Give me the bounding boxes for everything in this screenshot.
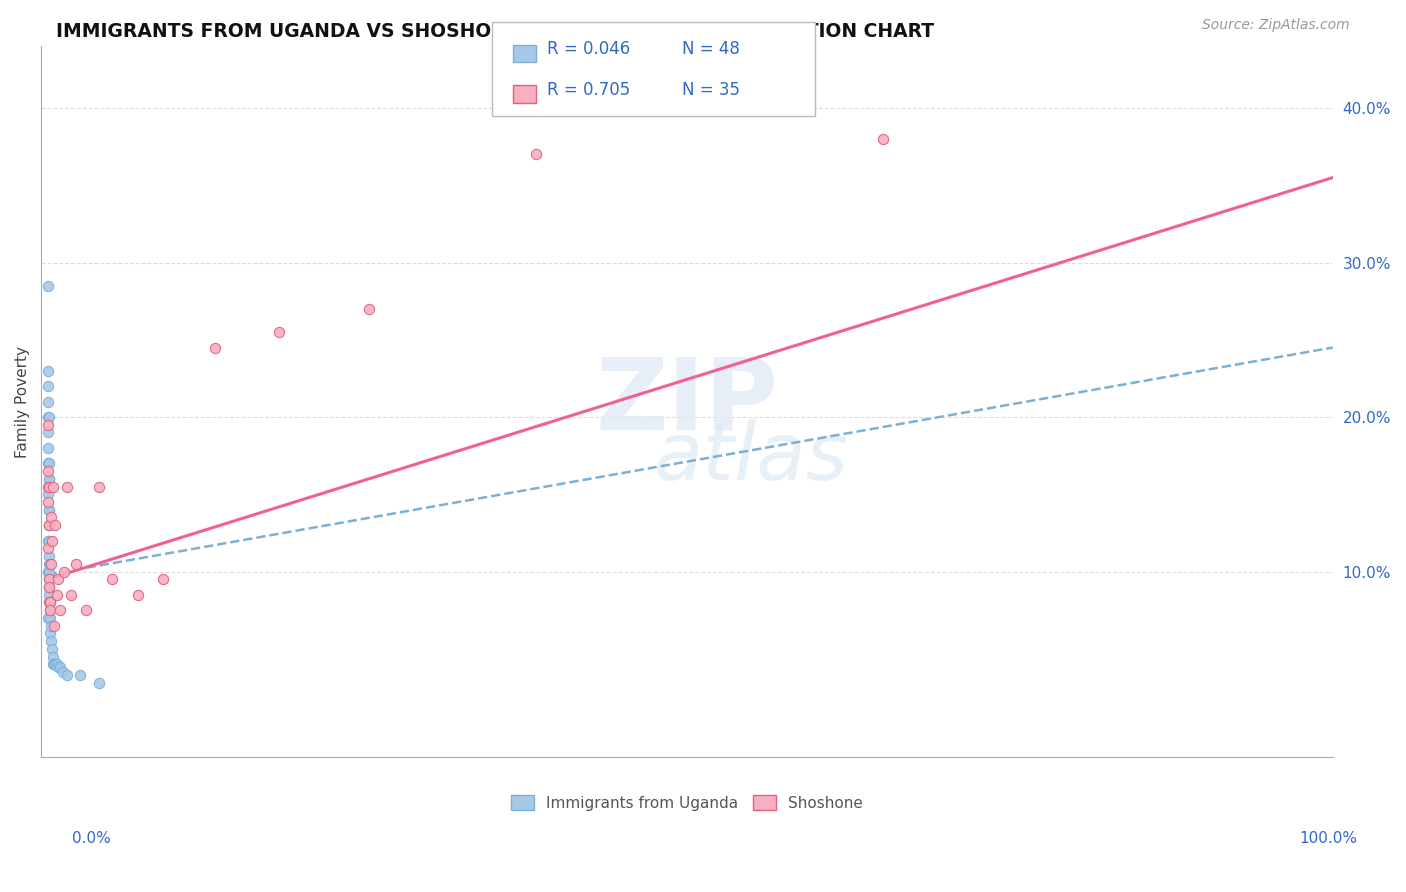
Text: R = 0.046: R = 0.046	[547, 39, 630, 57]
Text: R = 0.705: R = 0.705	[547, 81, 630, 99]
Point	[56, 479, 79, 493]
Point	[39, 557, 62, 571]
Point	[38, 588, 60, 602]
Text: 0.0%: 0.0%	[72, 831, 111, 846]
Point	[37, 495, 59, 509]
Point	[38, 518, 60, 533]
Point	[204, 341, 226, 355]
Point	[524, 147, 547, 161]
Point	[87, 479, 110, 493]
Point	[46, 572, 69, 586]
Legend: Immigrants from Uganda, Shoshone: Immigrants from Uganda, Shoshone	[505, 789, 869, 817]
Point	[45, 657, 67, 672]
Text: ZIP: ZIP	[596, 353, 779, 450]
Point	[49, 603, 72, 617]
Point	[37, 278, 59, 293]
Point	[38, 580, 60, 594]
Point	[38, 572, 60, 586]
Point	[65, 557, 87, 571]
Point	[37, 565, 59, 579]
Point	[37, 611, 59, 625]
Point	[101, 572, 124, 586]
Point	[38, 479, 60, 493]
Text: N = 48: N = 48	[682, 39, 740, 57]
Point	[37, 394, 59, 409]
Point	[38, 518, 60, 533]
Point	[37, 441, 59, 455]
Point	[38, 580, 60, 594]
Point	[38, 565, 60, 579]
Point	[38, 580, 60, 594]
Text: IMMIGRANTS FROM UGANDA VS SHOSHONE FAMILY POVERTY CORRELATION CHART: IMMIGRANTS FROM UGANDA VS SHOSHONE FAMIL…	[56, 22, 935, 41]
Point	[37, 456, 59, 470]
Point	[41, 510, 63, 524]
Point	[37, 533, 59, 548]
Text: 100.0%: 100.0%	[1299, 831, 1358, 846]
Point	[39, 595, 62, 609]
Point	[38, 533, 60, 548]
Text: N = 35: N = 35	[682, 81, 740, 99]
Point	[42, 657, 65, 672]
Point	[38, 595, 60, 609]
Point	[267, 325, 290, 339]
Point	[49, 660, 72, 674]
Y-axis label: Family Poverty: Family Poverty	[15, 345, 30, 458]
Text: atlas: atlas	[654, 419, 849, 498]
Point	[38, 518, 60, 533]
Point	[45, 588, 67, 602]
Point	[39, 557, 62, 571]
Point	[38, 502, 60, 516]
Point	[38, 549, 60, 563]
Point	[38, 472, 60, 486]
Point	[46, 660, 69, 674]
Point	[37, 541, 59, 556]
Point	[87, 675, 110, 690]
Point	[39, 626, 62, 640]
Point	[38, 502, 60, 516]
Point	[38, 472, 60, 486]
Point	[38, 603, 60, 617]
Point	[39, 618, 62, 632]
Point	[53, 565, 76, 579]
Point	[37, 425, 59, 440]
Point	[37, 487, 59, 501]
Point	[52, 665, 75, 679]
Point	[38, 611, 60, 625]
Point	[41, 533, 63, 548]
Point	[42, 618, 65, 632]
Point	[44, 657, 66, 672]
Point	[44, 518, 66, 533]
Point	[56, 668, 79, 682]
Point	[357, 301, 380, 316]
Point	[38, 595, 60, 609]
Point	[69, 668, 91, 682]
Point	[37, 379, 59, 393]
Point	[38, 456, 60, 470]
Text: Source: ZipAtlas.com: Source: ZipAtlas.com	[1202, 18, 1350, 32]
Point	[38, 595, 60, 609]
Point	[38, 572, 60, 586]
Point	[872, 132, 894, 146]
Point	[41, 641, 63, 656]
Point	[59, 588, 82, 602]
Point	[38, 410, 60, 425]
Point	[41, 634, 63, 648]
Point	[39, 603, 62, 617]
Point	[37, 464, 59, 478]
Point	[37, 364, 59, 378]
Point	[38, 557, 60, 571]
Point	[37, 417, 59, 432]
Point	[37, 479, 59, 493]
Point	[41, 479, 63, 493]
Point	[41, 649, 63, 664]
Point	[152, 572, 174, 586]
Point	[42, 657, 65, 672]
Point	[37, 410, 59, 425]
Point	[75, 603, 97, 617]
Point	[127, 588, 149, 602]
